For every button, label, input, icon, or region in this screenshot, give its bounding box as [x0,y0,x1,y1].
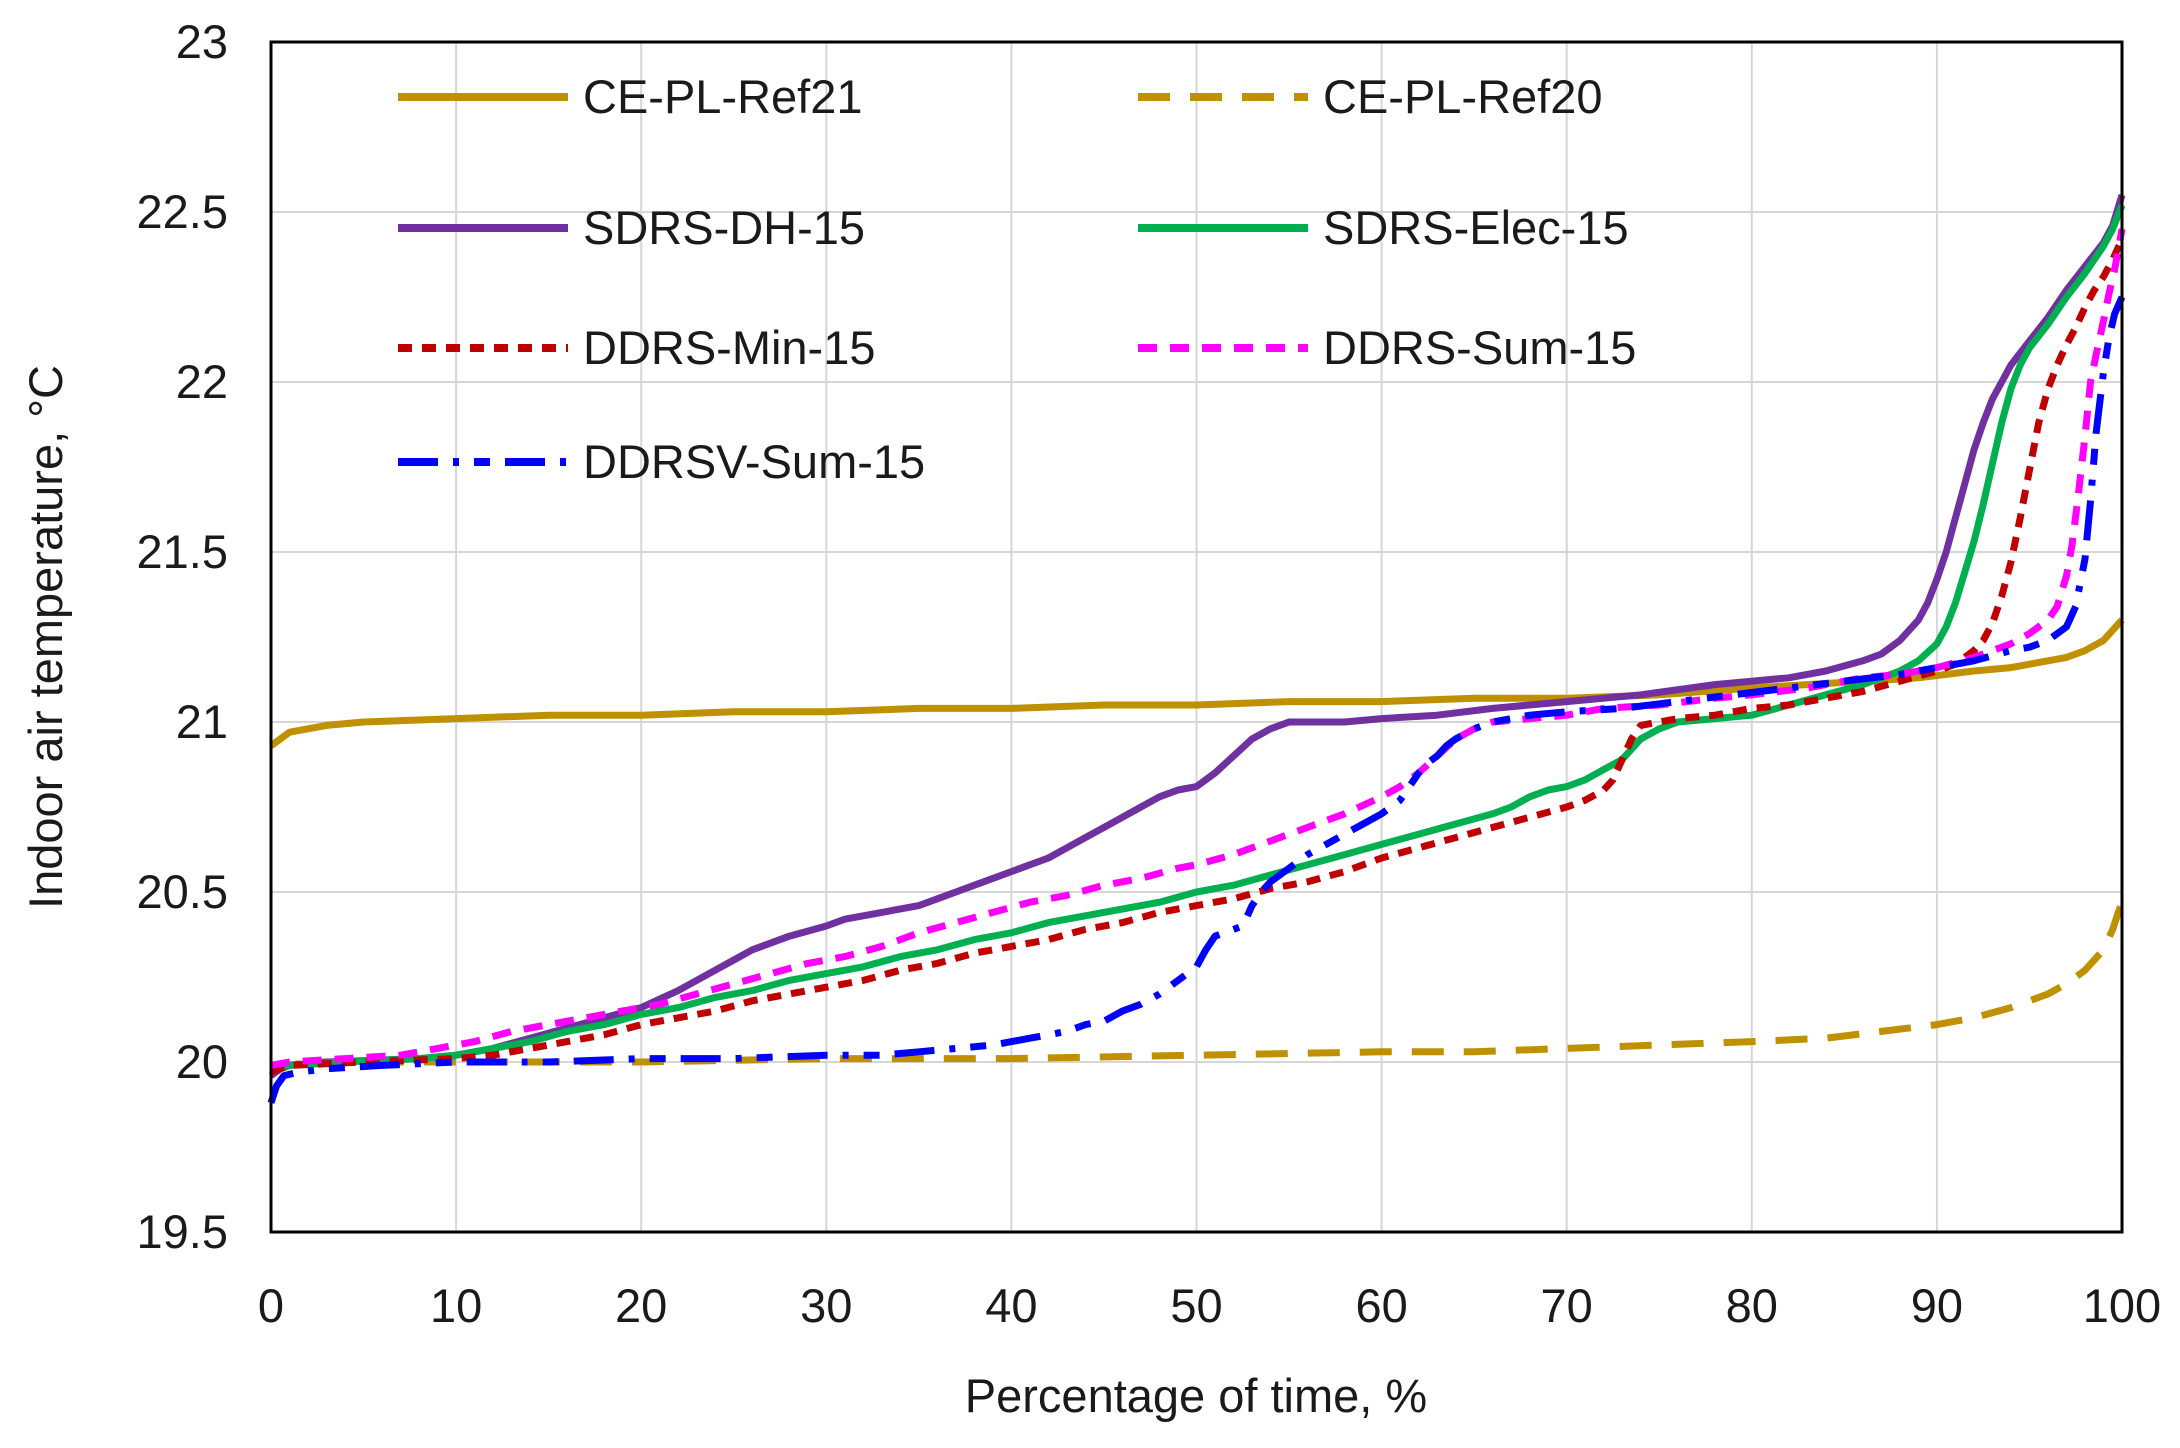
legend-label: CE-PL-Ref20 [1323,70,1603,123]
y-tick-label: 23 [176,15,228,68]
x-tick-label: 20 [615,1279,667,1332]
series-lines [267,193,2126,1104]
x-tick-label: 40 [985,1279,1037,1332]
x-tick-label: 0 [258,1279,284,1332]
legend-item: CE-PL-Ref21 [398,70,863,123]
x-tick-label: 70 [1541,1279,1593,1332]
series-line-DDRSV-Sum-15 [267,295,2126,1104]
legend-item: SDRS-DH-15 [398,201,865,254]
legend-label: DDRSV-Sum-15 [583,435,925,488]
y-tick-label: 20.5 [137,865,228,918]
x-axis-tick-labels: 0 10 20 30 40 50 60 70 80 90 100 [258,1279,2161,1332]
y-tick-label: 21.5 [137,525,228,578]
legend-item: DDRSV-Sum-15 [398,435,925,488]
y-tick-label: 21 [176,695,228,748]
y-tick-label: 22 [176,355,228,408]
series-line-DDRS-Min-15 [269,237,2126,1076]
x-tick-label: 80 [1726,1279,1778,1332]
legend-label: SDRS-DH-15 [583,201,865,254]
y-tick-label: 20 [176,1035,228,1088]
legend-item: DDRS-Sum-15 [1138,321,1636,374]
series-line-CE-PL-Ref21 [268,617,2125,749]
y-tick-label: 22.5 [137,185,228,238]
x-tick-label: 30 [800,1279,852,1332]
gridlines [271,42,2122,1232]
legend-label: SDRS-Elec-15 [1323,201,1629,254]
legend-label: DDRS-Min-15 [583,321,876,374]
x-tick-label: 50 [1170,1279,1222,1332]
x-tick-label: 100 [2083,1279,2161,1332]
legend-item: DDRS-Min-15 [398,321,876,374]
legend-label: CE-PL-Ref21 [583,70,863,123]
legend-item: CE-PL-Ref20 [1138,70,1603,123]
legend-label: DDRS-Sum-15 [1323,321,1636,374]
legend: CE-PL-Ref21 SDRS-DH-15 DDRS-Min-15 DDRSV… [398,70,1636,488]
plot-border [269,40,2124,1234]
legend-item: SDRS-Elec-15 [1138,201,1629,254]
y-tick-label: 19.5 [137,1205,228,1258]
series-line-SDRS-DH-15 [268,193,2126,1079]
x-tick-label: 10 [430,1279,482,1332]
x-tick-label: 60 [1355,1279,1407,1332]
series-line-SDRS-Elec-15 [269,203,2126,1076]
y-axis-title: Indoor air temperature, °C [19,365,72,909]
series-line-CE-PL-Ref20 [268,901,2126,1079]
series-line-DDRS-Sum-15 [270,228,2126,1069]
y-axis-tick-labels: 19.5 20 20.5 21 21.5 22 22.5 23 [137,15,228,1258]
x-axis-title: Percentage of time, % [965,1369,1427,1422]
x-tick-label: 90 [1911,1279,1963,1332]
